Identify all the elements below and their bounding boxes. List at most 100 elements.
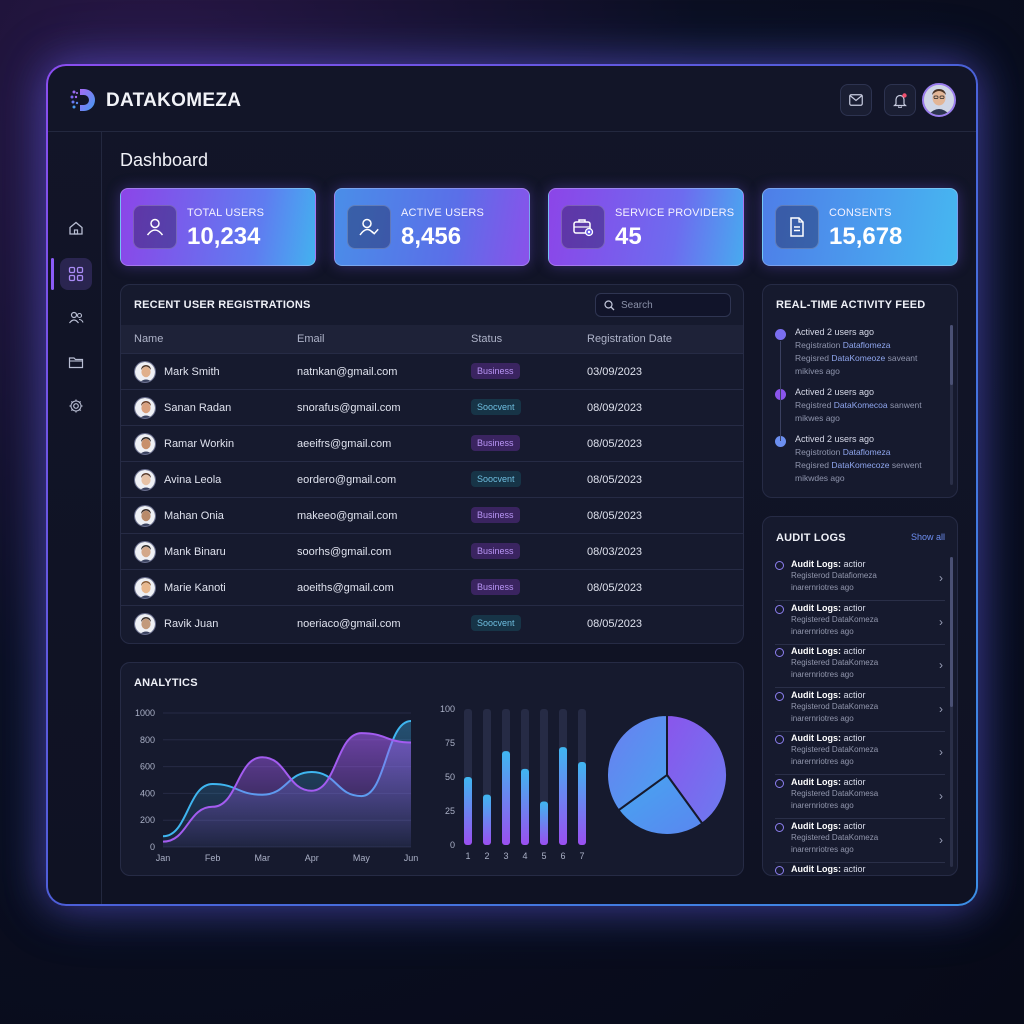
table-row[interactable]: Ramar Workin aeeifrs@gmail.com Business 08/… [121,425,743,461]
mail-icon [849,94,863,106]
feed-scrollbar[interactable] [950,325,953,485]
notifications-button[interactable] [884,84,916,116]
feed-detail-segment: sanwent [887,400,922,410]
status-badge: Business [471,363,520,379]
pie-slice[interactable] [666,713,728,825]
chevron-right-icon: › [939,614,943,629]
audit-log-item[interactable]: Audit Logs: actior [775,862,945,875]
user-name: Ramar Workin [164,438,235,450]
audit-log-item[interactable]: Audit Logs: actior Registered DataKomeza i… [775,601,945,645]
table-row[interactable]: Sanan Radan snorafus@gmail.com Soocvent 08/… [121,389,743,425]
avatar-image [135,398,155,418]
audit-log-time: inarernriotres ago [791,757,854,767]
stat-card-total-users[interactable]: TOTAL USERS 10,234 [120,188,316,266]
audit-log-item[interactable]: Audit Logs: actior Registered DataKomesa i… [775,775,945,819]
audit-log-action: actior [841,733,866,744]
search-box[interactable] [595,293,731,317]
chevron-right-icon: › [939,789,943,803]
bar[interactable] [483,794,491,845]
column-header[interactable]: Name [134,333,164,345]
feed-connector [780,341,781,441]
audit-log-time: inarernriotres ago [791,801,854,810]
user-avatar[interactable] [922,83,956,117]
avatar [134,469,156,491]
bar[interactable] [521,768,529,845]
stat-card-consents[interactable]: CONSENTS 15,678 [762,188,958,266]
column-header[interactable]: Registration Date [587,333,672,345]
status-badge: Soocvent [471,471,521,487]
bar[interactable] [559,747,567,845]
feed-detail-segment: DataKomecoa [833,400,888,410]
table-row[interactable]: Mahan Onia makeeo@gmail.com Business 08/05/… [121,497,743,533]
log-icon [775,735,784,745]
feed-item[interactable]: Actived 2 users ago Registration Dataflom… [775,327,945,377]
audit-scroll-thumb[interactable] [950,557,953,707]
document-icon [775,205,819,249]
series-line [162,732,412,843]
show-all-link[interactable]: Show all [910,532,945,542]
sidebar-item-files[interactable] [60,346,92,378]
mail-button[interactable] [840,84,872,116]
feed-detail-segment: mikwes ago [795,413,840,423]
audit-scrollbar[interactable] [950,557,953,867]
bar[interactable] [578,762,586,845]
feed-item[interactable]: Actived 2 users ago Registrotion Dataflom… [775,434,945,484]
x-tick-label: 7 [579,851,584,861]
pie-slice[interactable] [617,773,704,836]
audit-log-detail: Registered DataKomesa [791,789,879,798]
audit-log-time: inarernriotres ago [791,713,854,723]
settings-icon [69,399,83,413]
sidebar [48,132,102,904]
status-badge: Business [471,507,520,523]
audit-log-item[interactable]: Audit Logs: actior Registerod DataKomeza i… [775,688,945,732]
audit-log-action: actior [841,602,866,613]
avatar-image [135,578,155,598]
user-name: Mahan Onia [164,510,224,522]
stat-label: CONSENTS [829,207,892,219]
status-badge: Business [471,543,520,559]
column-header[interactable]: Email [297,333,325,345]
chevron-right-icon: › [939,701,943,716]
audit-log-action: actior [841,777,866,787]
x-tick-label: 1 [465,851,470,861]
stat-value: 45 [615,223,642,250]
table-row[interactable]: Ravik Juan noeriaco@gmail.com Soocvent 08/0… [121,605,743,641]
search-input[interactable] [621,299,721,311]
avatar [134,613,156,635]
bar[interactable] [464,777,472,845]
table-row[interactable]: Marie Kanoti aoeiths@gmail.com Business 08/… [121,569,743,605]
feed-scroll-thumb[interactable] [950,325,953,385]
x-tick-label: 2 [484,851,489,861]
bar[interactable] [540,801,548,845]
sidebar-item-users[interactable] [60,302,92,334]
sidebar-item-dashboard[interactable] [60,258,92,290]
table-row[interactable]: Avina Leola eordero@gmail.com Soocvent 08/0… [121,461,743,497]
audit-log-item[interactable]: Audit Logs: actior Registered DataKomeza i… [775,819,945,863]
audit-log-item[interactable]: Audit Logs: actior Registerod Datafiomeza… [775,557,945,601]
audit-log-item[interactable]: Audit Logs: actior Registered DataKomeza i… [775,644,945,689]
log-icon [775,822,784,832]
top-bar: DATAKOMEZA [48,66,976,132]
audit-log-detail: Registered DataKomeza [791,614,879,624]
column-header[interactable]: Status [471,333,503,345]
table-row[interactable]: Mark Smith natnkan@gmail.com Business 03/09… [121,353,743,389]
user-name: Mank Binaru [164,546,226,558]
pie-slice[interactable] [606,713,668,812]
feed-detail-segment: Registred [795,400,834,410]
avatar-image [135,362,155,382]
y-tick-label: 75 [445,738,455,748]
feed-item-detail: Registration Dataflomeza [795,340,890,350]
pie-chart [606,713,728,836]
status-badge: Soocvent [471,615,521,631]
table-row[interactable]: Mank Binaru soorhs@gmail.com Business 08/03… [121,533,743,569]
stat-card-service-providers[interactable]: SERVICE PROVIDERS 45 [548,188,744,266]
sidebar-item-settings[interactable] [60,390,92,422]
sidebar-item-home[interactable] [60,212,92,244]
feed-item[interactable]: Actived 2 users ago Registred DataKomecoa… [775,387,945,437]
audit-log-item[interactable]: Audit Logs: actior Registered DataKomeza i… [775,731,945,776]
audit-log-head: Audit Logs: [791,646,841,657]
audit-log-head: Audit Logs: [791,777,841,787]
stat-card-active-users[interactable]: ACTIVE USERS 8,456 [334,188,530,266]
avatar [134,541,156,563]
bar[interactable] [502,751,510,845]
